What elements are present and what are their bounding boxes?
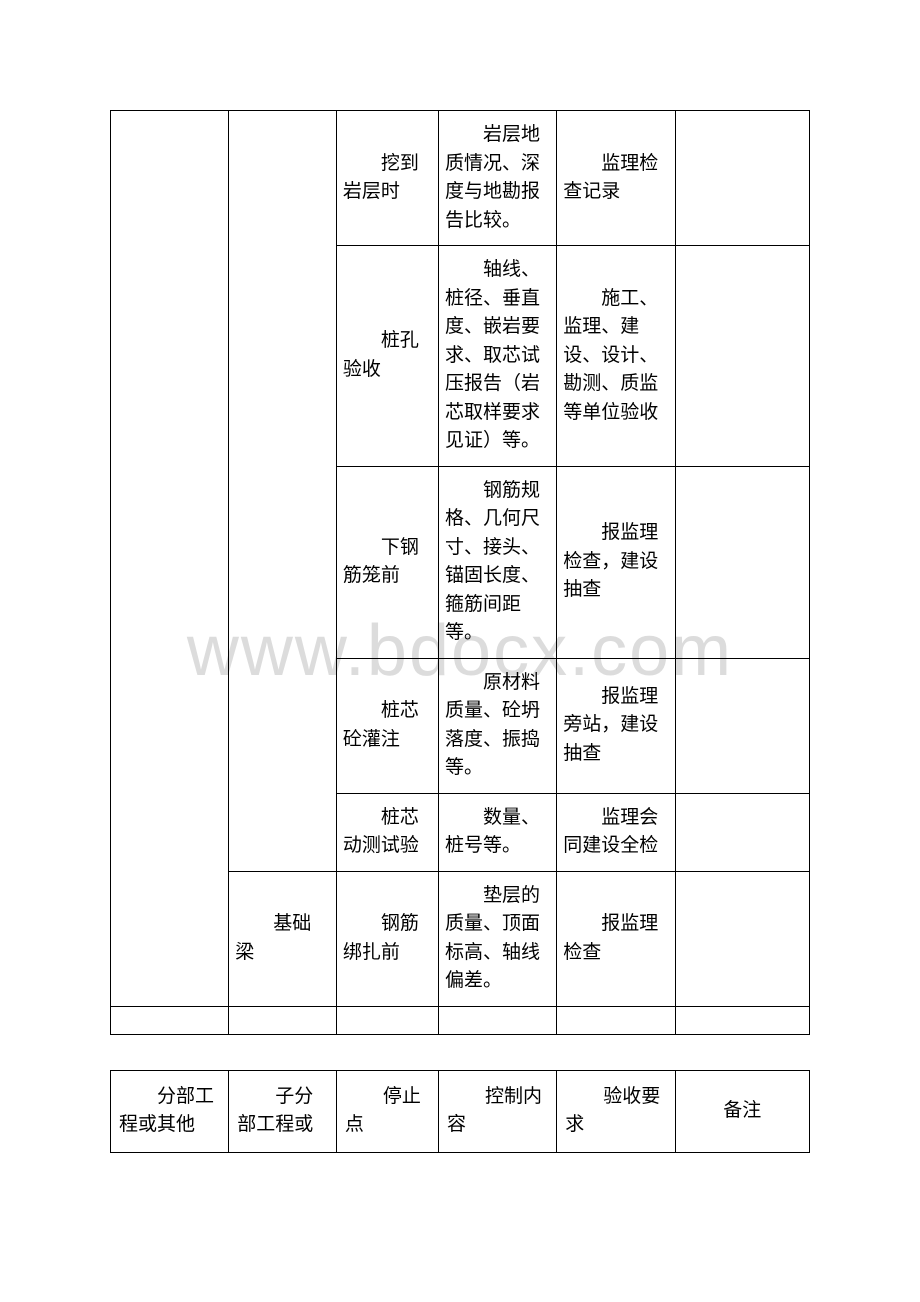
cell-acceptance: 监理检查记录: [557, 111, 675, 246]
cell-empty: [557, 1006, 675, 1034]
header-stop-point: 停止点: [336, 1070, 438, 1152]
cell-remark: [675, 111, 809, 246]
main-table: 挖到岩层时 岩层地质情况、深度与地勘报告比较。 监理检查记录 桩孔验收 轴线、桩…: [110, 110, 810, 1035]
cell-category: [111, 111, 229, 1007]
cell-acceptance: 监理会同建设全检: [557, 793, 675, 871]
cell-acceptance: 报监理旁站，建设抽查: [557, 658, 675, 793]
cell-control-content: 数量、桩号等。: [438, 793, 556, 871]
table-row: 挖到岩层时 岩层地质情况、深度与地勘报告比较。 监理检查记录: [111, 111, 810, 246]
cell-remark: [675, 658, 809, 793]
header-category: 分部工程或其他: [111, 1070, 229, 1152]
cell-stop-point: 下钢筋笼前: [336, 466, 438, 658]
cell-empty: [229, 1006, 337, 1034]
header-acceptance: 验收要求: [557, 1070, 675, 1152]
cell-control-content: 垫层的质量、顶面标高、轴线偏差。: [438, 871, 556, 1006]
header-table: 分部工程或其他 子分部工程或 停止点 控制内容 验收要求 备注: [110, 1070, 810, 1153]
table-row-empty: [111, 1006, 810, 1034]
cell-remark: [675, 466, 809, 658]
cell-stop-point: 桩孔验收: [336, 246, 438, 467]
cell-stop-point: 桩芯动测试验: [336, 793, 438, 871]
cell-remark: [675, 793, 809, 871]
cell-stop-point: 钢筋绑扎前: [336, 871, 438, 1006]
header-subcategory: 子分部工程或: [229, 1070, 337, 1152]
cell-control-content: 岩层地质情况、深度与地勘报告比较。: [438, 111, 556, 246]
cell-empty: [438, 1006, 556, 1034]
cell-acceptance: 报监理检查: [557, 871, 675, 1006]
cell-control-content: 原材料质量、砼坍落度、振捣等。: [438, 658, 556, 793]
cell-subcategory: [229, 111, 337, 872]
cell-control-content: 轴线、桩径、垂直度、嵌岩要求、取芯试压报告（岩芯取样要求见证）等。: [438, 246, 556, 467]
cell-subcategory: 基础梁: [229, 871, 337, 1006]
cell-control-content: 钢筋规格、几何尺寸、接头、锚固长度、箍筋间距等。: [438, 466, 556, 658]
cell-empty: [675, 1006, 809, 1034]
cell-empty: [111, 1006, 229, 1034]
cell-acceptance: 施工、监理、建设、设计、勘测、质监等单位验收: [557, 246, 675, 467]
cell-remark: [675, 871, 809, 1006]
header-control-content: 控制内容: [438, 1070, 556, 1152]
table-header-row: 分部工程或其他 子分部工程或 停止点 控制内容 验收要求 备注: [111, 1070, 810, 1152]
header-remark: 备注: [675, 1070, 809, 1152]
cell-stop-point: 挖到岩层时: [336, 111, 438, 246]
table-gap: [110, 1035, 810, 1070]
cell-acceptance: 报监理检查，建设抽查: [557, 466, 675, 658]
cell-remark: [675, 246, 809, 467]
cell-empty: [336, 1006, 438, 1034]
cell-stop-point: 桩芯砼灌注: [336, 658, 438, 793]
